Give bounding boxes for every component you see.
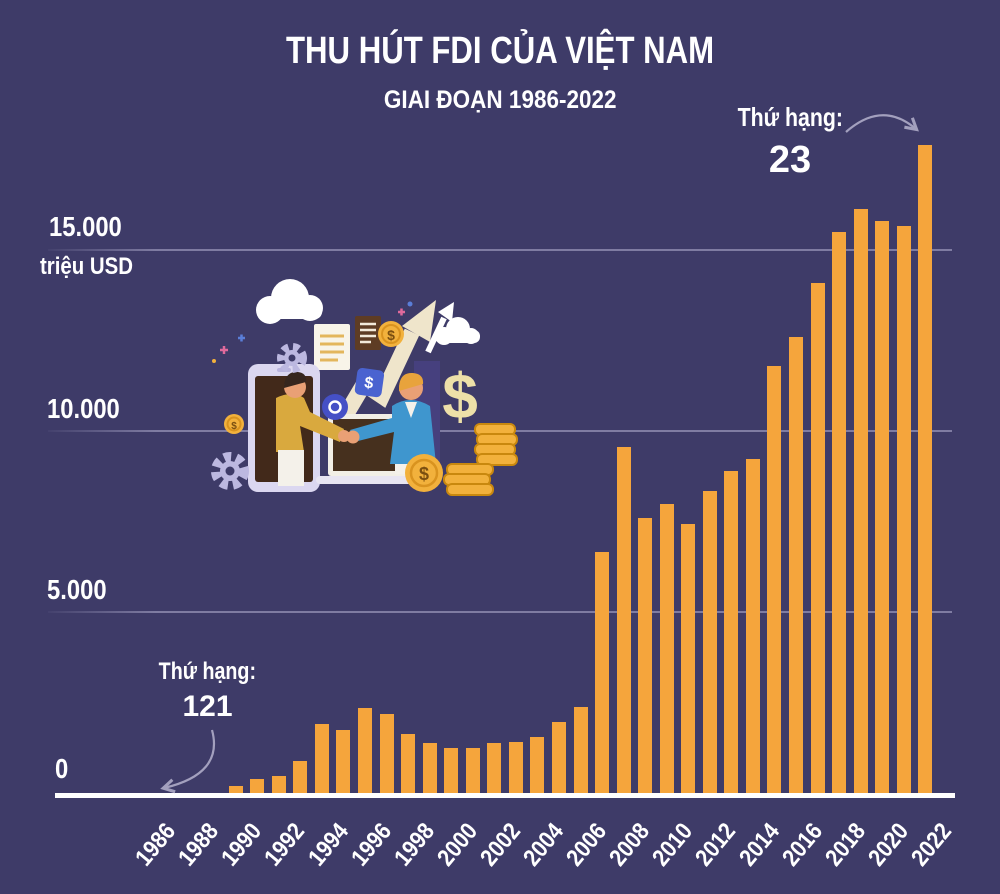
svg-text:$: $ — [231, 421, 237, 432]
bar-2021 — [896, 226, 911, 793]
bar-1992 — [271, 776, 286, 793]
bar-1991 — [250, 779, 265, 793]
bar-2005 — [551, 722, 566, 793]
svg-text:$: $ — [419, 464, 429, 484]
bar-2016 — [789, 337, 803, 793]
y-tick-label-0: 0 — [55, 753, 69, 784]
x-tick-label-2006: 2006 — [561, 818, 613, 872]
bar-2019 — [853, 209, 868, 793]
page-title: THU HÚT FDI CỦA VIỆT NAM — [0, 30, 1000, 73]
coin-stack-icon: $ — [405, 423, 518, 496]
annotation-rank-2022: Thứ hạng: 23 — [700, 102, 880, 182]
bar-2015 — [767, 366, 782, 793]
x-tick-label-1988: 1988 — [173, 818, 225, 872]
bar-2009 — [638, 518, 653, 793]
x-tick-label-2020: 2020 — [863, 818, 914, 872]
x-axis-baseline — [55, 793, 955, 798]
person-left-illustration — [276, 371, 344, 486]
fdi-growth-illustration: $ $ — [211, 279, 518, 496]
bar-2007 — [595, 552, 610, 793]
x-tick-label-1986: 1986 — [130, 818, 182, 872]
small-coin-icon: $ — [224, 414, 244, 434]
bar-2010 — [659, 504, 674, 793]
bar-1999 — [422, 743, 437, 793]
annotation-rank-2022-label: Thứ hạng: — [737, 102, 843, 132]
bar-2020 — [875, 221, 890, 793]
x-tick-label-2002: 2002 — [475, 818, 526, 872]
bar-2011 — [681, 524, 696, 793]
gear-icon — [211, 343, 307, 490]
bar-2008 — [616, 447, 631, 793]
y-tick-label-15000: 15.000 — [49, 211, 122, 242]
bar-2014 — [745, 459, 760, 793]
page-subtitle: GIAI ĐOẠN 1986-2022 — [0, 86, 1000, 115]
page-title-text: THU HÚT FDI CỦA VIỆT NAM — [285, 30, 715, 72]
coin-icon: $ — [378, 321, 404, 347]
x-tick-label-2012: 2012 — [690, 818, 742, 872]
gridline-5000 — [48, 611, 952, 613]
bar-1998 — [401, 734, 416, 793]
bar-2017 — [810, 283, 825, 793]
bar-2002 — [487, 743, 502, 793]
annotation-rank-2022-value: 23 — [768, 139, 812, 181]
document-icon — [314, 316, 381, 370]
annotation-rank-1986-value: 121 — [182, 690, 233, 723]
svg-text:$: $ — [363, 374, 374, 392]
page-subtitle-text: GIAI ĐOẠN 1986-2022 — [383, 86, 617, 114]
bar-1994 — [314, 724, 329, 793]
bar-1996 — [358, 708, 372, 793]
y-tick-label-5000: 5.000 — [47, 574, 107, 605]
x-tick-label-1996: 1996 — [345, 818, 397, 872]
x-tick-label-1994: 1994 — [302, 818, 354, 872]
bar-2013 — [724, 471, 739, 793]
x-tick-label-2014: 2014 — [733, 818, 785, 872]
bar-2018 — [832, 232, 847, 793]
annotation-rank-1986: Thứ hạng: 121 — [130, 658, 285, 724]
x-tick-label-2018: 2018 — [819, 818, 871, 872]
y-tick-label-10000: 10.000 — [47, 393, 120, 424]
bar-2012 — [702, 491, 717, 793]
handshake-icon — [338, 430, 360, 444]
x-tick-label-2016: 2016 — [776, 818, 828, 872]
x-tick-label-1990: 1990 — [216, 818, 268, 872]
bar-1997 — [379, 714, 394, 793]
bar-2003 — [508, 742, 523, 793]
annotation-rank-1986-label: Thứ hạng: — [158, 658, 257, 685]
x-tick-label-1992: 1992 — [259, 818, 311, 872]
arrow-to-1986-baseline-icon — [164, 729, 216, 788]
bar-2022 — [918, 145, 933, 793]
x-tick-label-1998: 1998 — [388, 818, 440, 872]
x-tick-label-2000: 2000 — [432, 818, 483, 872]
x-tick-label-2008: 2008 — [604, 818, 656, 872]
x-tick-label-2004: 2004 — [518, 818, 570, 872]
cloud-icon — [256, 279, 480, 345]
bar-2004 — [530, 737, 545, 793]
dollar-badge-icon: $ — [354, 367, 385, 398]
gear-badge-icon — [322, 394, 348, 420]
x-tick-label-2010: 2010 — [647, 818, 699, 872]
svg-text:$: $ — [387, 327, 395, 343]
bar-1993 — [293, 761, 308, 793]
bar-1990 — [228, 786, 243, 793]
bar-2000 — [444, 748, 459, 793]
y-axis-unit-label: triệu USD — [40, 253, 133, 280]
x-tick-label-2022: 2022 — [906, 818, 957, 872]
bar-2001 — [465, 748, 480, 793]
gridline-15000 — [48, 249, 952, 251]
confetti-icon — [212, 301, 413, 363]
dollar-sign-icon: $ — [442, 360, 478, 432]
bar-1995 — [336, 730, 351, 793]
bar-2006 — [573, 707, 588, 793]
